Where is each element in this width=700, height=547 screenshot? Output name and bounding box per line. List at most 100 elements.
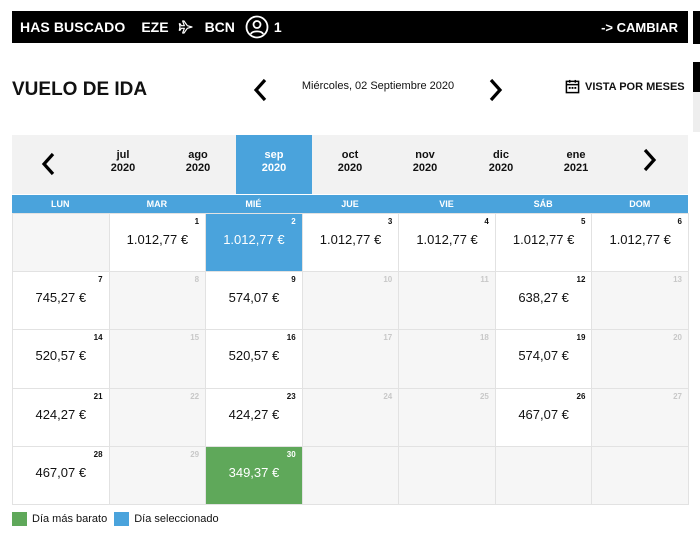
day-number: 7 [98, 275, 103, 285]
month-year: 2020 [261, 162, 287, 174]
month-year: 2020 [412, 162, 438, 174]
fare-price[interactable]: 424,27 € [35, 406, 87, 422]
fare-price[interactable]: 424,27 € [228, 406, 280, 422]
month-name: dic [493, 149, 509, 161]
legend-selected-label: Día seleccionado [134, 513, 219, 525]
month-tab-sep[interactable]: sep 2020 [236, 135, 312, 194]
fare-price[interactable]: 1.012,77 € [126, 232, 189, 247]
day-number: 13 [673, 275, 682, 285]
day-number: 27 [673, 391, 682, 401]
day-number: 15 [190, 333, 200, 343]
passenger-count: 1 [273, 19, 282, 35]
day-cell[interactable]: 5 1.012,77 € [494, 213, 593, 273]
month-name: oct [341, 149, 359, 161]
day-cell[interactable]: 28 467,07 € [12, 445, 110, 505]
empty-cell [494, 445, 593, 505]
day-cell[interactable]: 4 1.012,77 € [398, 213, 496, 273]
fare-price[interactable]: 1.012,77 € [416, 232, 478, 247]
chevron-right-icon [643, 148, 657, 172]
day-cell: 29 [108, 445, 207, 505]
fare-price[interactable]: 520,57 € [228, 348, 280, 364]
day-number: 25 [479, 391, 489, 401]
change-search-button[interactable]: -> CAMBIAR [601, 19, 678, 35]
day-cell[interactable]: 2 1.012,77 € [205, 213, 303, 273]
next-months-button[interactable] [640, 147, 660, 173]
fare-price[interactable]: 467,07 € [518, 406, 569, 422]
day-cell[interactable]: 30 349,37 € [205, 445, 303, 505]
day-cell: 24 [301, 387, 400, 447]
edge-tab [693, 11, 700, 44]
month-year: 2020 [110, 162, 136, 174]
next-day-button[interactable] [486, 77, 506, 103]
prev-day-button[interactable] [250, 77, 270, 103]
fare-price[interactable]: 1.012,77 € [609, 232, 671, 247]
day-number: 8 [194, 275, 200, 285]
month-tab-nov[interactable]: nov 2020 [387, 135, 463, 194]
day-cell[interactable]: 16 520,57 € [205, 329, 303, 389]
legend-selected: Día seleccionado [114, 512, 219, 526]
day-number: 18 [479, 333, 489, 343]
chevron-right-icon [489, 78, 503, 102]
month-name: sep [264, 149, 284, 161]
fare-price[interactable]: 1.012,77 € [223, 232, 285, 247]
month-tab-ago[interactable]: ago 2020 [160, 135, 236, 194]
fare-price[interactable]: 520,57 € [35, 348, 87, 364]
fare-price[interactable]: 1.012,77 € [512, 232, 575, 247]
page-title: VUELO DE IDA [12, 79, 148, 100]
month-year: 2020 [185, 162, 211, 174]
month-selector: jul 2020 ago 2020 sep 2020 oct 2020 nov 2020 dic 20… [12, 135, 688, 194]
day-cell: 27 [591, 387, 689, 447]
weekday-label: JUE [341, 199, 359, 209]
edge-tab [693, 62, 700, 92]
fare-price[interactable]: 638,27 € [518, 290, 569, 306]
fare-price[interactable]: 574,07 € [228, 290, 280, 306]
day-number: 2 [291, 217, 296, 226]
month-year: 2020 [488, 162, 514, 174]
day-cell[interactable]: 26 467,07 € [494, 387, 593, 447]
day-number: 14 [93, 333, 103, 343]
empty-cell [398, 445, 496, 505]
day-cell[interactable]: 9 574,07 € [205, 271, 303, 331]
day-cell[interactable]: 14 520,57 € [12, 329, 110, 389]
day-number: 12 [576, 275, 586, 285]
empty-cell [12, 213, 110, 273]
month-tab-dic[interactable]: dic 2020 [463, 135, 539, 194]
edge-tab [693, 92, 700, 132]
search-summary-bar: HAS BUSCADO EZE BCN 1 -> CAMBIAR [12, 11, 688, 43]
day-number: 11 [480, 275, 489, 285]
day-cell[interactable]: 23 424,27 € [205, 387, 303, 447]
fare-price[interactable]: 1.012,77 € [319, 232, 382, 247]
fare-price[interactable]: 467,07 € [35, 464, 87, 480]
month-name: ene [566, 149, 586, 161]
weekday-label: SÁB [533, 199, 553, 209]
fare-price[interactable]: 574,07 € [518, 348, 569, 364]
day-cell[interactable]: 12 638,27 € [494, 271, 593, 331]
user-circle-icon [245, 15, 269, 39]
airplane-icon [177, 19, 195, 35]
weekday-header: LUN MAR MIÉ JUE VIE SÁB DOM [12, 195, 688, 213]
day-cell: 8 [108, 271, 207, 331]
month-tab-jul[interactable]: jul 2020 [85, 135, 161, 194]
month-name: nov [415, 149, 435, 161]
month-year: 2021 [563, 162, 589, 174]
empty-cell [591, 445, 689, 505]
weekday-label: MIÉ [245, 199, 262, 209]
day-cell[interactable]: 19 574,07 € [494, 329, 593, 389]
fare-price[interactable]: 745,27 € [35, 290, 87, 306]
legend-selected-swatch [114, 512, 130, 526]
day-number: 30 [286, 449, 296, 459]
day-cell[interactable]: 1 1.012,77 € [108, 213, 207, 273]
fare-price[interactable]: 349,37 € [228, 464, 280, 480]
day-cell[interactable]: 7 745,27 € [12, 271, 110, 331]
month-tab-ene[interactable]: ene 2021 [538, 135, 614, 194]
day-cell[interactable]: 6 1.012,77 € [591, 213, 689, 273]
month-tab-oct[interactable]: oct 2020 [312, 135, 388, 194]
month-name: jul [116, 149, 130, 161]
day-cell: 17 [301, 329, 400, 389]
day-cell[interactable]: 3 1.012,77 € [301, 213, 400, 273]
current-date: Miércoles, 02 Septiembre 2020 [301, 80, 455, 92]
day-number: 10 [383, 275, 393, 285]
prev-months-button[interactable] [38, 151, 58, 177]
months-view-button[interactable]: VISTA POR MESES [565, 79, 685, 94]
day-cell[interactable]: 21 424,27 € [12, 387, 110, 447]
